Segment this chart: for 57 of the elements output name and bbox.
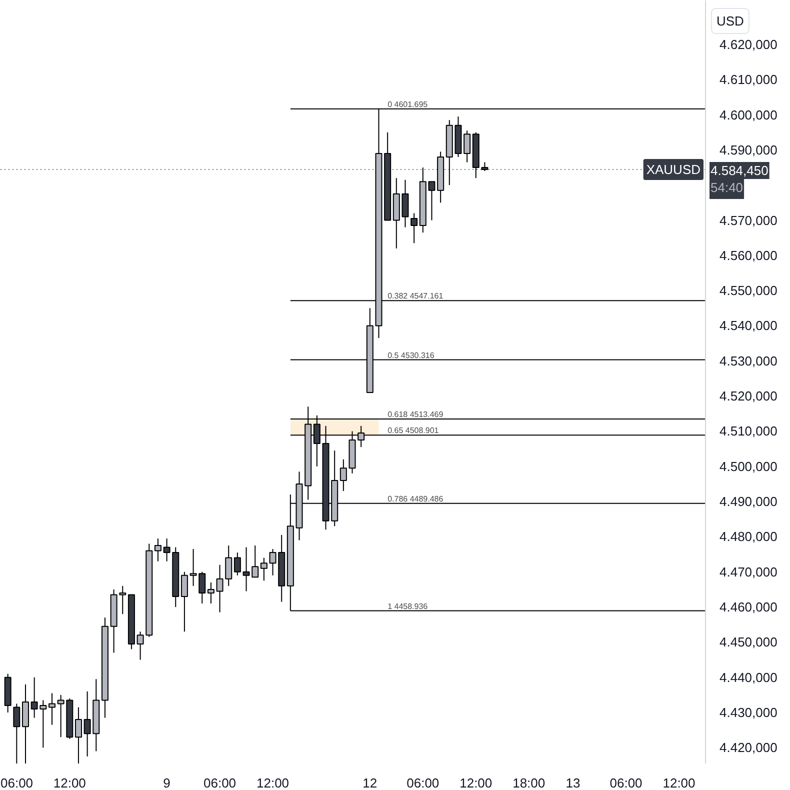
y-tick-label: 4.420,000 xyxy=(720,740,778,756)
y-tick-label: 4.550,000 xyxy=(720,283,778,298)
candlestick xyxy=(225,545,232,586)
x-tick-label: 13 xyxy=(566,776,580,790)
candlestick xyxy=(410,212,418,244)
y-tick-label: 4.450,000 xyxy=(720,634,778,650)
y-tick-label: 4.510,000 xyxy=(720,424,778,439)
candlestick xyxy=(260,557,268,582)
candlestick xyxy=(163,538,170,562)
x-tick-label: 18:00 xyxy=(512,776,546,790)
candlestick xyxy=(234,552,241,576)
y-tick-label: 4.620,000 xyxy=(720,36,778,52)
y-tick-label: 4.530,000 xyxy=(720,353,778,368)
candlestick xyxy=(13,703,20,764)
y-tick-label: 4.560,000 xyxy=(720,248,778,263)
candlestick xyxy=(48,692,56,726)
x-tick-label: 9 xyxy=(163,776,170,790)
ref-line-label: 0 4601.695 xyxy=(388,100,428,109)
y-tick-label: 4.600,000 xyxy=(720,107,778,122)
x-tick-label: 06:00 xyxy=(610,776,642,790)
x-tick-label: 06:00 xyxy=(204,776,236,790)
candlestick xyxy=(154,538,162,562)
y-tick-label: 4.460,000 xyxy=(720,600,778,615)
candlestick xyxy=(74,706,82,764)
y-tick-label: 4.470,000 xyxy=(720,564,778,580)
ref-line-label: 0.382 4547.161 xyxy=(388,292,444,301)
candlestick xyxy=(180,571,188,632)
x-tick-label: 12 xyxy=(362,776,378,790)
y-tick-label: 4.440,000 xyxy=(720,670,778,685)
y-tick-label: 4.570,000 xyxy=(720,212,778,228)
ref-line-label: 1 4458.936 xyxy=(388,602,428,611)
y-tick-label: 4.610,000 xyxy=(720,72,778,88)
y-tick-label: 4.430,000 xyxy=(720,705,778,720)
y-tick-label: 4.590,000 xyxy=(720,142,778,158)
ref-line-label: 0.65 4508.901 xyxy=(388,426,440,436)
ref-line-label: 0.5 4530.316 xyxy=(388,350,435,360)
candlestick xyxy=(216,564,224,613)
x-tick-label: 12:00 xyxy=(256,776,290,790)
y-tick-label: 4.540,000 xyxy=(720,318,778,334)
y-tick-label: 4.500,000 xyxy=(720,458,778,474)
x-tick-label: 06:00 xyxy=(0,776,34,790)
x-tick-label: 12:00 xyxy=(53,776,86,790)
text: 4.584,450 xyxy=(710,162,768,178)
x-tick-label: 12:00 xyxy=(662,776,696,790)
text: 54:40 xyxy=(710,180,744,195)
x-tick-label: 12:00 xyxy=(460,776,492,790)
candlestick xyxy=(464,130,471,163)
ref-line-label: XAUUSD xyxy=(646,162,701,177)
candlestick xyxy=(340,458,347,492)
x-tick-label: 06:00 xyxy=(406,776,440,790)
y-tick-label: 4.490,000 xyxy=(720,494,778,510)
y-axis-title: USD xyxy=(716,14,744,28)
candlestick xyxy=(207,582,214,604)
y-tick-label: 4.520,000 xyxy=(720,388,778,404)
y-tick-label: 4.480,000 xyxy=(720,529,778,544)
ref-line-label: 0.618 4513.469 xyxy=(388,410,444,420)
ref-line-label: 0.786 4489.486 xyxy=(388,494,444,504)
